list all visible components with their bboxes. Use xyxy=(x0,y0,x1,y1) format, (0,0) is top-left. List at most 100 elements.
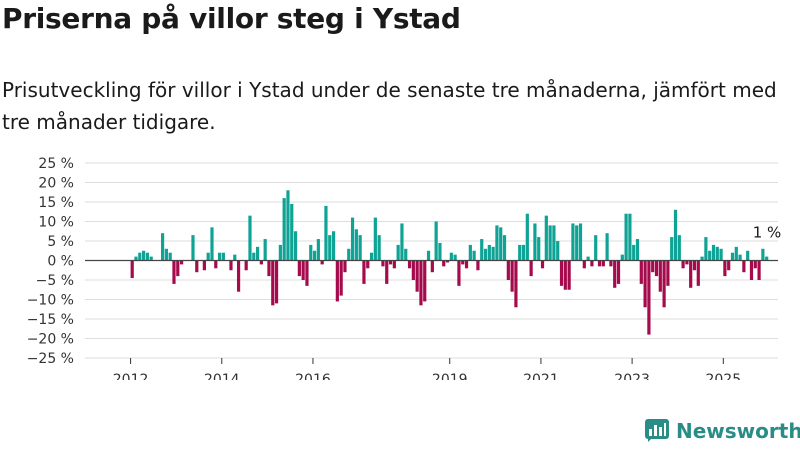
bar xyxy=(449,252,453,261)
bar xyxy=(404,248,408,261)
bar xyxy=(571,223,575,261)
bar xyxy=(533,223,537,261)
bar xyxy=(286,190,290,261)
bar xyxy=(328,235,332,261)
bar xyxy=(700,256,704,261)
bar xyxy=(594,235,598,261)
bar xyxy=(400,223,404,261)
bar xyxy=(715,246,719,261)
price-change-bar-chart: 25 % 20 % 15 % 10 % 5 % 0 % −5 % −10 % −15 % −20 … xyxy=(27,156,782,380)
y-tick-label: −20 % xyxy=(27,332,74,348)
y-tick-label: 20 % xyxy=(38,176,74,192)
bar xyxy=(297,260,301,277)
bar xyxy=(160,233,165,261)
y-tick-label: 0 % xyxy=(47,254,74,270)
bar xyxy=(141,250,146,261)
bar xyxy=(480,239,484,261)
bar xyxy=(765,256,769,261)
bar xyxy=(263,239,267,261)
newsworthy-logo-icon xyxy=(645,419,669,442)
bar xyxy=(335,260,339,302)
y-tick-label: 25 % xyxy=(38,156,74,172)
bar xyxy=(358,235,362,261)
bar xyxy=(730,252,735,261)
bar xyxy=(221,252,225,261)
bar xyxy=(320,260,324,265)
bar xyxy=(423,260,427,302)
bar xyxy=(476,260,480,271)
bar xyxy=(711,244,716,261)
bar xyxy=(282,198,286,261)
bar xyxy=(495,225,499,261)
bar xyxy=(191,235,195,261)
bar xyxy=(537,237,541,261)
bar xyxy=(647,260,651,335)
bar xyxy=(605,233,609,261)
bar xyxy=(673,209,678,261)
y-tick-label: −5 % xyxy=(36,273,74,289)
bar xyxy=(487,244,491,261)
bar xyxy=(381,260,385,267)
bar xyxy=(506,260,510,280)
bar xyxy=(639,260,643,284)
bar xyxy=(552,225,556,261)
bar xyxy=(339,260,343,296)
bar xyxy=(259,260,263,265)
bar xyxy=(392,260,396,269)
bar xyxy=(149,256,153,261)
bar xyxy=(229,260,233,271)
bar xyxy=(206,252,210,261)
bar xyxy=(514,260,518,308)
bar xyxy=(217,252,222,261)
bar xyxy=(271,260,275,306)
bar xyxy=(343,260,347,273)
bar xyxy=(316,239,320,261)
bar xyxy=(567,260,571,290)
bar xyxy=(366,260,370,269)
bar xyxy=(172,260,176,284)
bar xyxy=(632,244,636,261)
bar xyxy=(529,260,533,277)
bar xyxy=(738,254,742,261)
bar xyxy=(396,244,400,261)
bar xyxy=(624,213,628,261)
bar xyxy=(426,250,431,261)
bar xyxy=(468,244,472,261)
bar xyxy=(601,260,605,267)
bar xyxy=(233,254,237,261)
bar xyxy=(236,260,241,292)
bar xyxy=(312,250,317,261)
bar xyxy=(331,231,336,261)
bar xyxy=(556,241,560,261)
bar xyxy=(202,260,206,271)
bar xyxy=(696,260,700,286)
bar xyxy=(757,260,761,280)
bar xyxy=(658,260,662,292)
bar xyxy=(293,231,298,261)
bar xyxy=(278,244,282,261)
bar xyxy=(407,260,412,269)
bar xyxy=(210,227,214,261)
bar xyxy=(544,215,548,261)
bar xyxy=(563,260,567,290)
bar xyxy=(388,260,393,265)
bar xyxy=(373,217,377,261)
bar xyxy=(635,239,640,261)
bar xyxy=(651,260,655,273)
bar xyxy=(575,225,579,261)
bar xyxy=(613,260,617,288)
y-tick-label: 5 % xyxy=(47,234,74,250)
bar xyxy=(590,260,594,267)
y-tick-label: −25 % xyxy=(27,351,74,367)
bar xyxy=(670,237,674,261)
bar xyxy=(510,260,514,292)
bar xyxy=(689,260,693,288)
bar xyxy=(305,260,309,286)
bar xyxy=(586,256,590,261)
bar xyxy=(134,256,138,261)
newsworthy-logo: Newsworthy xyxy=(644,418,800,444)
bar xyxy=(138,252,142,261)
bar xyxy=(168,252,172,261)
bar xyxy=(582,260,586,269)
bar xyxy=(350,217,355,261)
